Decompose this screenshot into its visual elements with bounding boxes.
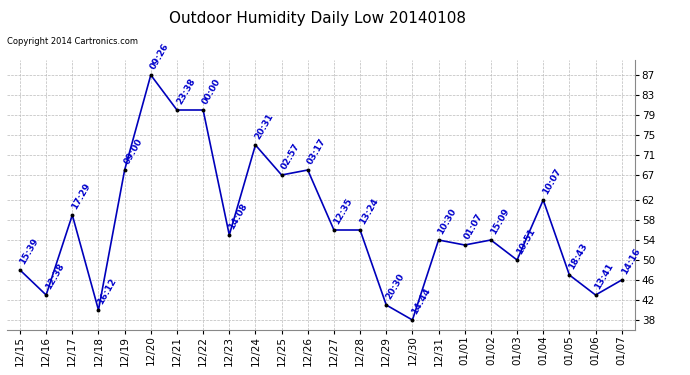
Point [616, 277, 627, 283]
Text: 09:26: 09:26 [148, 42, 170, 71]
Point [41, 292, 52, 298]
Text: 13:24: 13:24 [358, 196, 380, 226]
Text: Outdoor Humidity Daily Low 20140108: Outdoor Humidity Daily Low 20140108 [169, 11, 466, 26]
Text: Humidity  (%): Humidity (%) [577, 39, 658, 49]
Point [276, 172, 287, 178]
Point [67, 212, 78, 218]
Point [93, 307, 104, 313]
Point [302, 167, 313, 173]
Point [538, 197, 549, 203]
Text: 14:08: 14:08 [227, 201, 249, 231]
Point [511, 257, 522, 263]
Point [355, 227, 366, 233]
Point [197, 107, 208, 113]
Text: 10:30: 10:30 [436, 207, 458, 236]
Text: 12:38: 12:38 [44, 261, 66, 291]
Point [485, 237, 496, 243]
Text: 00:00: 00:00 [201, 77, 223, 106]
Point [433, 237, 444, 243]
Text: 15:39: 15:39 [18, 236, 40, 266]
Text: 10:07: 10:07 [541, 166, 563, 196]
Point [564, 272, 575, 278]
Point [250, 142, 261, 148]
Point [328, 227, 339, 233]
Point [171, 107, 182, 113]
Text: 01:07: 01:07 [462, 211, 484, 241]
Text: 20:30: 20:30 [384, 272, 406, 301]
Point [381, 302, 392, 308]
Text: 18:43: 18:43 [567, 242, 589, 271]
Text: 16:12: 16:12 [96, 276, 119, 306]
Point [224, 232, 235, 238]
Text: 02:57: 02:57 [279, 141, 302, 171]
Point [460, 242, 471, 248]
Point [146, 72, 157, 78]
Text: 14:16: 14:16 [620, 246, 642, 276]
Text: 12:35: 12:35 [332, 196, 354, 226]
Text: 23:38: 23:38 [175, 76, 197, 106]
Point [590, 292, 601, 298]
Text: 13:41: 13:41 [593, 261, 615, 291]
Text: 14:44: 14:44 [410, 286, 433, 316]
Text: 17:29: 17:29 [70, 182, 92, 211]
Point [407, 317, 418, 323]
Text: 03:17: 03:17 [306, 136, 328, 166]
Text: 09:00: 09:00 [122, 137, 144, 166]
Text: 15:09: 15:09 [489, 207, 511, 236]
Text: 20:31: 20:31 [253, 112, 275, 141]
Text: Copyright 2014 Cartronics.com: Copyright 2014 Cartronics.com [7, 38, 138, 46]
Point [119, 167, 130, 173]
Text: 10:51: 10:51 [515, 226, 537, 256]
Point [14, 267, 26, 273]
